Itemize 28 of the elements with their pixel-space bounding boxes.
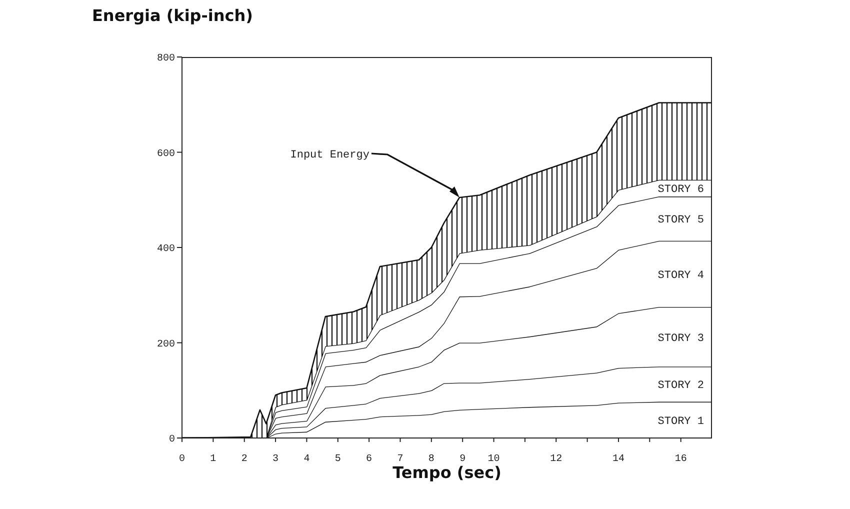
x-tick-label: 3 <box>272 454 279 466</box>
series-label: STORY 6 <box>658 184 704 196</box>
x-tick-label: 0 <box>178 454 186 466</box>
x-tick-label: 14 <box>612 454 624 466</box>
series-label: STORY 4 <box>658 270 704 282</box>
series-label: STORY 2 <box>658 380 704 392</box>
x-tick-label: 9 <box>460 454 466 466</box>
series-label: STORY 1 <box>658 416 704 428</box>
x-tick-label: 16 <box>674 454 687 466</box>
series-label: STORY 3 <box>658 332 704 345</box>
x-tick-label: 7 <box>397 454 404 466</box>
x-tick-label: 4 <box>304 454 310 466</box>
x-tick-label: 12 <box>550 454 562 466</box>
x-tick-label: 8 <box>428 454 434 466</box>
x-tick-label: 2 <box>241 454 248 466</box>
y-tick-label: 600 <box>156 148 175 160</box>
x-axis-title: Tempo (sec) <box>392 463 502 482</box>
series-label: STORY 5 <box>658 214 704 227</box>
y-tick-label: 0 <box>168 434 175 446</box>
x-tick-label: 10 <box>488 454 500 466</box>
x-tick-label: 5 <box>334 454 341 466</box>
x-tick-label: 6 <box>366 454 372 466</box>
y-axis-title: Energia (kip-inch) <box>92 6 253 25</box>
y-tick-label: 400 <box>156 244 175 256</box>
x-tick-label: 1 <box>210 454 216 466</box>
y-tick-label: 800 <box>156 54 175 65</box>
y-tick-label: 200 <box>156 339 175 350</box>
annotation: Input Energy <box>290 149 370 162</box>
